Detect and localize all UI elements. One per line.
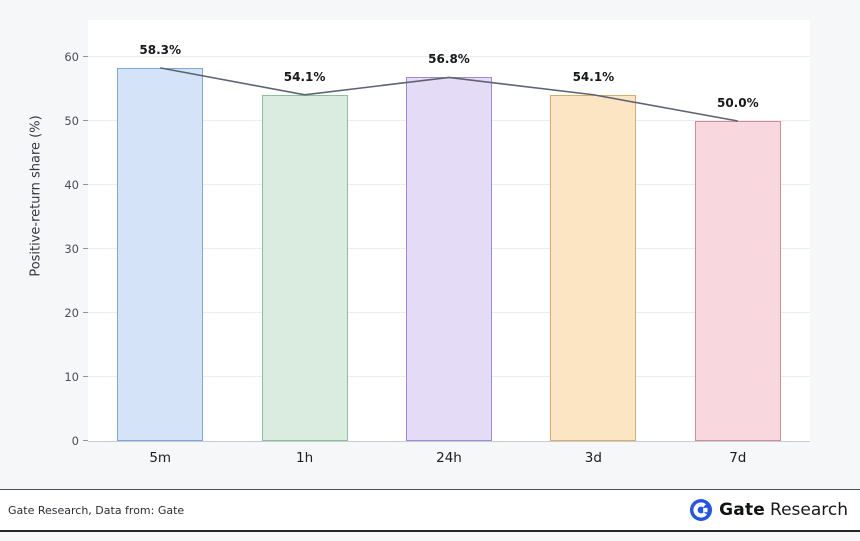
value-label-1h: 54.1%: [283, 69, 326, 84]
gate-research-logo: Gate Research: [690, 499, 848, 521]
source-attribution: Gate Research, Data from: Gate: [8, 503, 185, 517]
y-tick-mark-60: [83, 56, 88, 57]
plot-area: 0 10 20 30 40 50 60 5m 1h 24h 3d 7d 58.3% 54.1% 56.8% 5…: [64, 20, 810, 466]
value-label-3d: 54.1%: [572, 69, 615, 84]
logo-text-research: Research: [770, 500, 848, 520]
logo-text-gate: Gate: [719, 500, 766, 520]
x-tick-label-24h: 24h: [436, 450, 462, 466]
y-tick-label-30: 30: [64, 242, 79, 256]
y-tick-mark-20: [83, 312, 88, 313]
y-axis-title: Positive-return share (%): [28, 115, 44, 277]
x-tick-label-5m: 5m: [149, 450, 172, 466]
bar-24h: [406, 77, 492, 441]
y-tick-mark-10: [83, 376, 88, 377]
y-tick-label-0: 0: [71, 434, 79, 448]
bar-7d: [694, 121, 781, 441]
y-tick-label-50: 50: [64, 114, 79, 128]
x-tick-label-7d: 7d: [729, 450, 747, 466]
gate-logo-icon: [690, 499, 713, 521]
y-tick-label-10: 10: [64, 370, 79, 384]
value-label-24h: 56.8%: [428, 52, 470, 67]
y-tick-mark-50: [83, 120, 88, 121]
bar-1h: [261, 94, 348, 441]
value-label-5m: 58.3%: [139, 42, 182, 57]
bar-3d: [550, 94, 637, 441]
y-tick-mark-0: [83, 440, 88, 441]
bar-5m: [117, 67, 204, 441]
y-tick-label-60: 60: [64, 50, 79, 64]
footer: Gate Research, Data from: Gate Gate Rese…: [0, 489, 860, 532]
y-tick-label-40: 40: [64, 178, 79, 192]
y-tick-label-20: 20: [64, 306, 79, 320]
y-tick-mark-40: [83, 184, 88, 185]
x-tick-label-1h: 1h: [296, 450, 314, 466]
value-label-7d: 50.0%: [716, 96, 759, 110]
x-tick-label-3d: 3d: [584, 450, 602, 466]
gridline-60: [88, 56, 810, 57]
y-tick-mark-30: [83, 248, 88, 249]
